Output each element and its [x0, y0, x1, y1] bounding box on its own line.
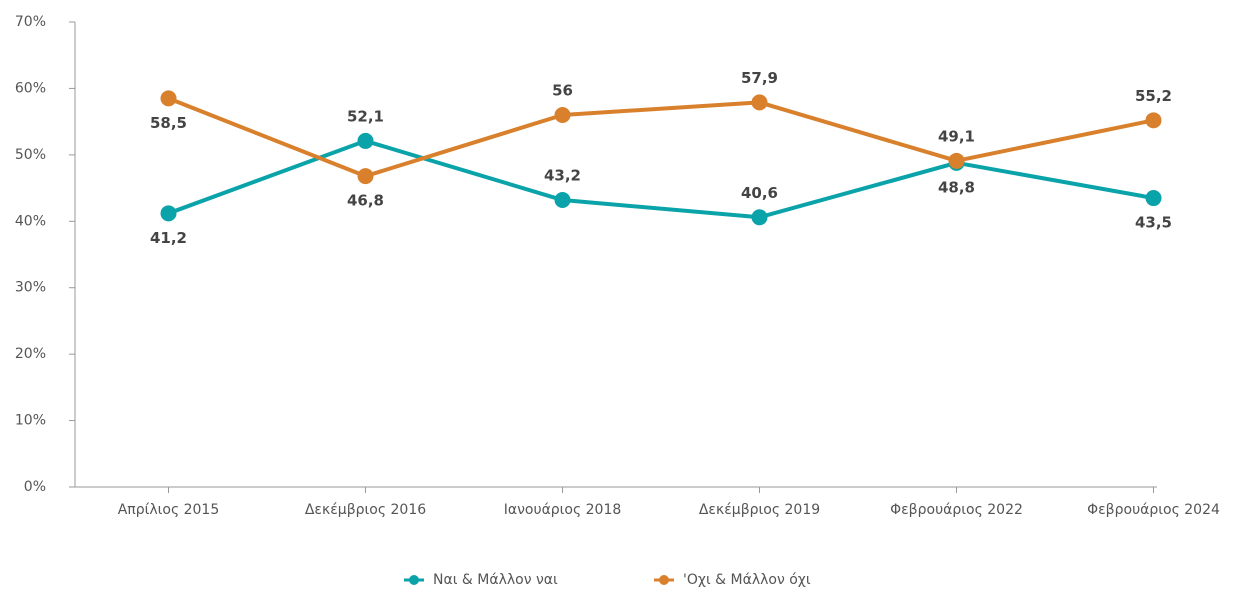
point [357, 132, 374, 149]
data-label: 40,6 [741, 184, 778, 202]
x-tick-label: Φεβρουάριος 2024 [1087, 502, 1220, 518]
data-label: 49,1 [938, 127, 975, 145]
point [357, 168, 374, 185]
data-label: 43,5 [1135, 214, 1172, 232]
data-label: 43,2 [544, 167, 581, 185]
legend-marker [659, 575, 669, 585]
point [751, 94, 768, 111]
point [948, 152, 965, 169]
data-label: 56 [552, 82, 573, 100]
point [1145, 190, 1162, 207]
x-tick-label: Ιανουάριος 2018 [504, 502, 622, 518]
point [160, 205, 177, 222]
y-tick-label: 50% [15, 147, 46, 163]
point [160, 90, 177, 107]
data-label: 52,1 [347, 107, 384, 125]
x-tick-label: Δεκέμβριος 2016 [305, 502, 426, 518]
legend-marker [409, 575, 419, 585]
x-tick-label: Φεβρουάριος 2022 [890, 502, 1023, 518]
data-label: 57,9 [741, 69, 778, 87]
series-line [167, 138, 1154, 220]
legend-label: 'Οχι & Μάλλον όχι [683, 572, 811, 588]
y-tick-label: 60% [15, 80, 46, 96]
y-tick-label: 40% [15, 213, 46, 229]
point [554, 107, 571, 123]
x-tick-label: Δεκέμβριος 2019 [699, 502, 820, 518]
point [1145, 112, 1162, 129]
y-tick-label: 70% [15, 14, 46, 30]
series-line [167, 96, 1154, 179]
x-tick-label: Απρίλιος 2015 [118, 502, 220, 518]
y-tick-label: 0% [24, 479, 46, 495]
data-label: 58,5 [150, 114, 187, 132]
y-tick-label: 30% [15, 280, 46, 296]
data-label: 48,8 [938, 178, 975, 196]
point [751, 209, 768, 226]
y-tick-label: 10% [15, 413, 46, 429]
data-label: 46,8 [347, 192, 384, 210]
data-label: 55,2 [1135, 87, 1172, 105]
y-tick-label: 20% [15, 346, 46, 362]
legend-label: Ναι & Μάλλον ναι [433, 572, 558, 588]
data-label: 41,2 [150, 229, 187, 247]
point [554, 192, 571, 209]
